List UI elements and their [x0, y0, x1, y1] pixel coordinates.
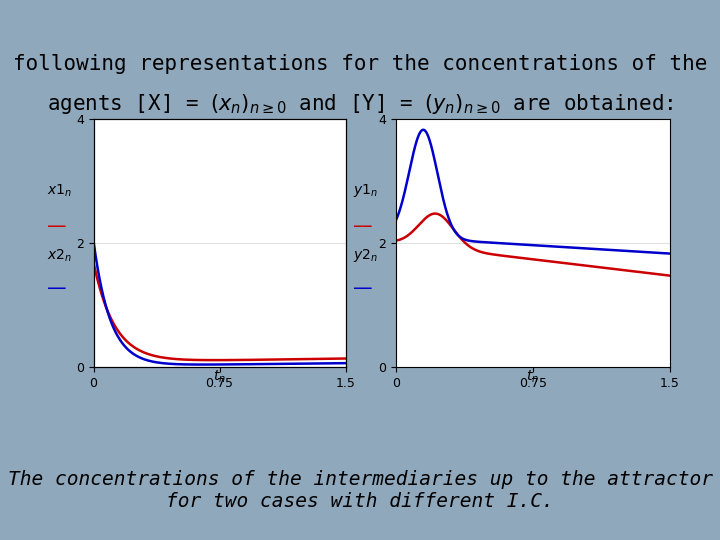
Text: $y2_n$: $y2_n$ — [353, 247, 378, 264]
Text: —: — — [353, 279, 372, 298]
Text: The concentrations of the intermediaries up to the attractor
for two cases with : The concentrations of the intermediaries… — [7, 470, 713, 511]
Text: —: — — [47, 279, 66, 298]
Text: —: — — [353, 217, 372, 236]
Text: $x2_n$: $x2_n$ — [47, 247, 72, 264]
Text: following representations for the concentrations of the: following representations for the concen… — [13, 54, 707, 74]
Text: $x1_n$: $x1_n$ — [47, 183, 72, 199]
Text: $t_n$: $t_n$ — [526, 369, 539, 385]
Text: $y1_n$: $y1_n$ — [353, 183, 378, 199]
Text: —: — — [47, 217, 66, 236]
Text: $t_n$: $t_n$ — [213, 369, 226, 385]
Text: agents [X] = $(x_n)_{n\geq 0}$ and [Y] = $(y_n)_{n\geq 0}$ are obtained:: agents [X] = $(x_n)_{n\geq 0}$ and [Y] =… — [47, 92, 673, 116]
